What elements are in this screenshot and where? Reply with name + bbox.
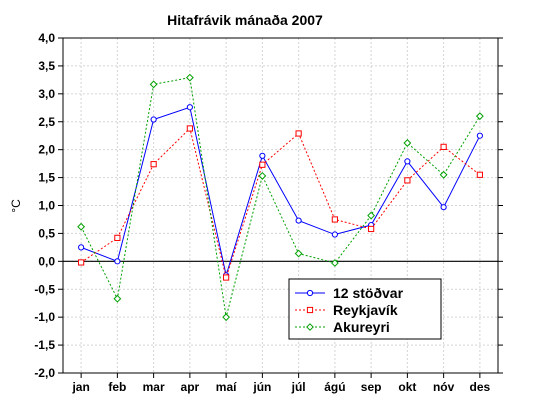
x-tick-label: feb — [108, 380, 126, 394]
data-point — [476, 171, 483, 178]
data-point — [440, 143, 447, 150]
x-tick-label: sep — [361, 380, 382, 394]
y-tick-label: -2,0 — [34, 366, 55, 380]
data-point — [185, 73, 194, 82]
data-point — [186, 125, 193, 132]
legend-label: Akureyri — [333, 319, 390, 335]
series-line — [80, 77, 481, 318]
chart-title: Hitafrávik mánaða 2007 — [167, 12, 323, 28]
data-point — [258, 172, 267, 180]
data-point — [186, 104, 193, 111]
data-point — [78, 259, 85, 266]
x-tick-label: apr — [181, 380, 200, 394]
data-point — [222, 313, 231, 322]
y-tick-label: 3,5 — [38, 59, 55, 73]
data-point — [114, 234, 121, 241]
data-point — [259, 152, 266, 159]
axes: -2,0 -1,5 -1,0 -0,5 0,0 0,5 1,0 1,5 2,0 2,5 3,0 3,5… — [34, 31, 503, 394]
x-tick-label: maí — [216, 380, 237, 394]
data-point — [77, 222, 86, 231]
data-point — [149, 80, 158, 89]
data-point — [475, 112, 484, 121]
data-point — [439, 170, 448, 179]
data-point — [368, 225, 375, 233]
series-3 — [77, 73, 484, 322]
y-tick-label: 1,0 — [38, 199, 55, 213]
data-point — [294, 249, 303, 258]
x-tick-label: des — [470, 380, 491, 394]
data-point — [404, 158, 411, 165]
data-point — [403, 139, 412, 147]
data-point — [150, 116, 157, 123]
series-line — [80, 106, 481, 278]
y-tick-label: 2,5 — [38, 115, 55, 129]
legend-marker — [306, 306, 314, 314]
x-tick-label: jún — [252, 380, 271, 394]
plot-frame — [62, 37, 499, 374]
data-point — [440, 204, 447, 211]
data-point — [295, 217, 302, 224]
data-point — [78, 244, 85, 251]
x-tick-label: okt — [398, 380, 416, 394]
y-tick-label: 4,0 — [38, 31, 55, 45]
y-tick-label: -1,0 — [34, 310, 55, 324]
data-point — [331, 231, 338, 238]
y-tick-label: -1,5 — [34, 338, 55, 352]
data-point — [259, 161, 266, 168]
y-tick-label: 0,0 — [38, 254, 55, 268]
data-point — [295, 130, 302, 137]
data-point — [367, 211, 376, 220]
y-tick-label: 3,0 — [38, 87, 55, 101]
y-tick-label: -0,5 — [34, 282, 55, 296]
x-tick-label: ágú — [324, 380, 345, 394]
legend-box — [288, 278, 442, 340]
x-tick-label: mar — [143, 380, 165, 394]
series-1 — [78, 104, 483, 279]
legend-marker — [306, 289, 314, 297]
y-tick-label: 0,5 — [38, 226, 55, 240]
x-tick-label: nóv — [433, 380, 455, 394]
data-point — [404, 177, 411, 184]
data-point — [330, 259, 339, 267]
legend-label: Reykjavík — [333, 302, 398, 318]
series-line — [80, 127, 481, 280]
y-axis-label: °C — [9, 199, 23, 213]
y-tick-label: 1,5 — [38, 171, 55, 185]
x-tick-label: jan — [71, 380, 89, 394]
y-tick-label: 2,0 — [38, 143, 55, 157]
data-point — [331, 216, 338, 223]
x-tick-label: júl — [291, 380, 306, 394]
data-point — [113, 294, 122, 303]
data-point — [476, 132, 483, 139]
legend-marker — [306, 323, 314, 331]
data-point — [223, 274, 230, 281]
data-point — [114, 258, 121, 265]
plot-series — [77, 73, 484, 322]
legend-label: 12 stöðvar — [333, 285, 404, 301]
data-point — [150, 161, 157, 168]
series-2 — [78, 125, 483, 281]
